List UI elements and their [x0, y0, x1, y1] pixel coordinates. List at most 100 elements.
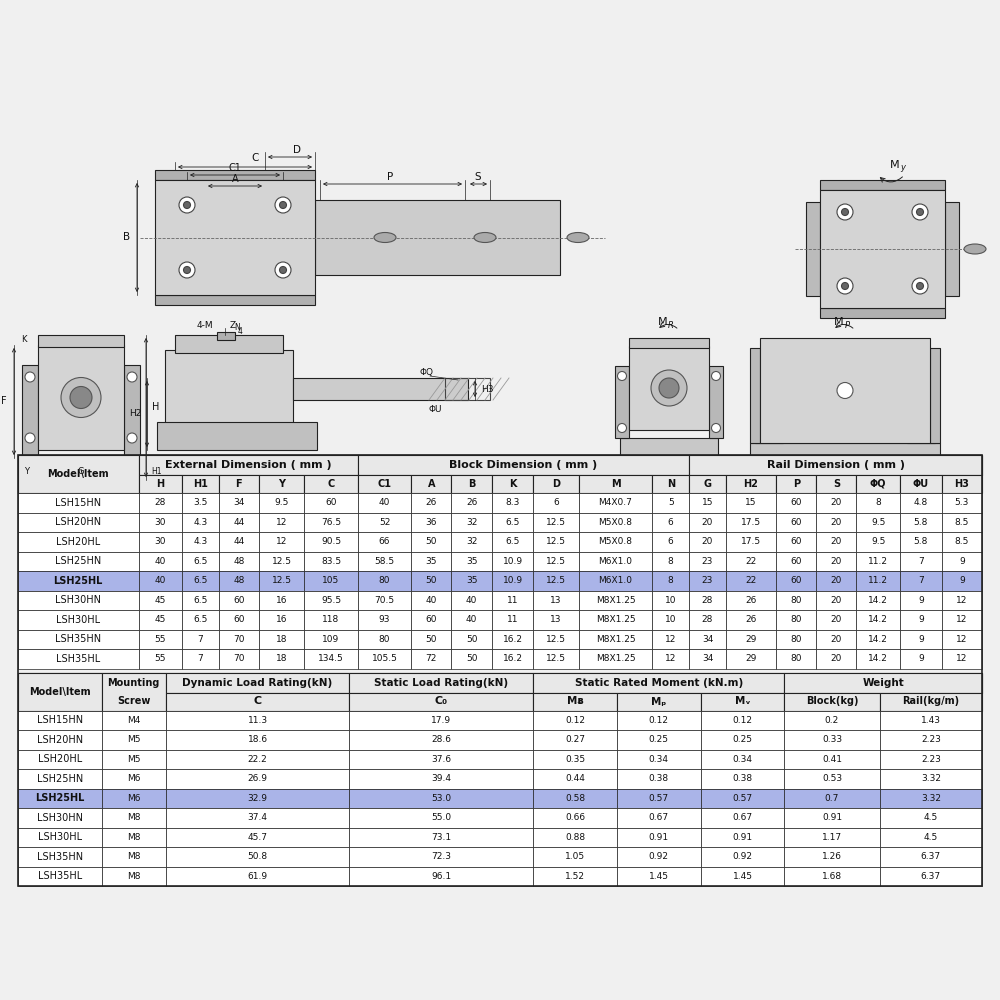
Bar — [617, 788, 701, 808]
Text: 40: 40 — [155, 557, 166, 566]
Bar — [784, 808, 880, 828]
Bar — [219, 630, 259, 649]
Text: S: S — [475, 172, 481, 182]
Text: 40: 40 — [466, 615, 477, 624]
Text: 60: 60 — [426, 615, 437, 624]
Text: C: C — [327, 479, 335, 489]
Text: 26: 26 — [426, 498, 437, 507]
Text: 15: 15 — [745, 498, 757, 507]
Text: Mᵥ: Mᵥ — [735, 696, 750, 706]
Bar — [349, 788, 533, 808]
Circle shape — [275, 197, 291, 213]
Bar — [533, 649, 579, 668]
Text: 20: 20 — [831, 576, 842, 585]
Bar — [18, 455, 982, 886]
Bar — [726, 610, 776, 630]
Text: P: P — [844, 320, 850, 330]
Bar — [304, 493, 358, 512]
Bar — [900, 610, 942, 630]
Bar — [726, 552, 776, 571]
Text: 80: 80 — [790, 615, 802, 624]
Bar — [155, 170, 315, 180]
Text: 30: 30 — [155, 537, 166, 546]
Text: 40: 40 — [466, 596, 477, 605]
Bar — [18, 590, 138, 610]
Bar — [259, 610, 304, 630]
Text: H1: H1 — [151, 468, 161, 477]
Text: 134.5: 134.5 — [318, 654, 344, 663]
Bar — [579, 532, 652, 552]
Bar — [579, 552, 652, 571]
Ellipse shape — [474, 232, 496, 242]
Bar — [349, 730, 533, 750]
Text: 0.91: 0.91 — [732, 833, 753, 842]
Text: N: N — [234, 322, 240, 332]
Circle shape — [184, 266, 190, 273]
Text: 60: 60 — [233, 615, 245, 624]
Text: F: F — [1, 396, 7, 406]
Bar — [304, 475, 358, 493]
Text: 34: 34 — [702, 654, 713, 663]
Text: M8X1.25: M8X1.25 — [596, 654, 635, 663]
Bar — [701, 730, 784, 750]
Bar — [315, 200, 560, 275]
Text: 12.5: 12.5 — [546, 654, 566, 663]
Circle shape — [280, 266, 287, 273]
Bar — [856, 571, 900, 590]
Text: 10: 10 — [665, 596, 676, 605]
Bar — [259, 571, 304, 590]
Text: 70: 70 — [233, 635, 245, 644]
Bar — [617, 730, 701, 750]
Text: External Dimension ( mm ): External Dimension ( mm ) — [165, 460, 331, 470]
Bar — [880, 692, 982, 710]
Text: 0.58: 0.58 — [565, 794, 585, 803]
Bar — [856, 512, 900, 532]
Text: 16: 16 — [276, 615, 287, 624]
Text: C: C — [251, 153, 259, 163]
Text: 80: 80 — [790, 654, 802, 663]
Text: 40: 40 — [155, 576, 166, 585]
Text: H: H — [152, 402, 160, 412]
Text: 8.5: 8.5 — [955, 518, 969, 527]
Text: LSH35HL: LSH35HL — [38, 871, 82, 881]
Bar — [784, 710, 880, 730]
Bar — [411, 630, 451, 649]
Bar — [942, 590, 982, 610]
Bar — [22, 365, 38, 458]
Bar — [38, 345, 124, 450]
Text: M6: M6 — [127, 774, 140, 783]
Bar — [411, 610, 451, 630]
Bar — [18, 532, 138, 552]
Bar — [900, 532, 942, 552]
Bar — [411, 532, 451, 552]
Bar — [816, 552, 856, 571]
Bar — [820, 308, 945, 318]
Text: 118: 118 — [322, 615, 340, 624]
Text: 20: 20 — [831, 654, 842, 663]
Bar — [533, 808, 617, 828]
Circle shape — [837, 278, 853, 294]
Bar — [166, 808, 349, 828]
Bar — [709, 366, 723, 438]
Bar — [816, 610, 856, 630]
Bar — [411, 552, 451, 571]
Bar — [701, 692, 784, 710]
Text: 8: 8 — [668, 557, 674, 566]
Bar — [138, 455, 358, 475]
Bar — [701, 788, 784, 808]
Text: P: P — [793, 479, 800, 489]
Circle shape — [837, 204, 853, 220]
Text: 0.67: 0.67 — [732, 813, 753, 822]
Text: 72: 72 — [426, 654, 437, 663]
Text: 44: 44 — [233, 537, 245, 546]
Bar — [629, 338, 709, 348]
Text: C1: C1 — [378, 479, 392, 489]
Circle shape — [912, 278, 928, 294]
Bar — [900, 493, 942, 512]
Bar — [102, 866, 166, 886]
Text: 0.53: 0.53 — [822, 774, 842, 783]
Bar — [102, 672, 166, 710]
Circle shape — [70, 386, 92, 408]
Text: LSH15HN: LSH15HN — [37, 715, 83, 725]
Bar — [259, 475, 304, 493]
